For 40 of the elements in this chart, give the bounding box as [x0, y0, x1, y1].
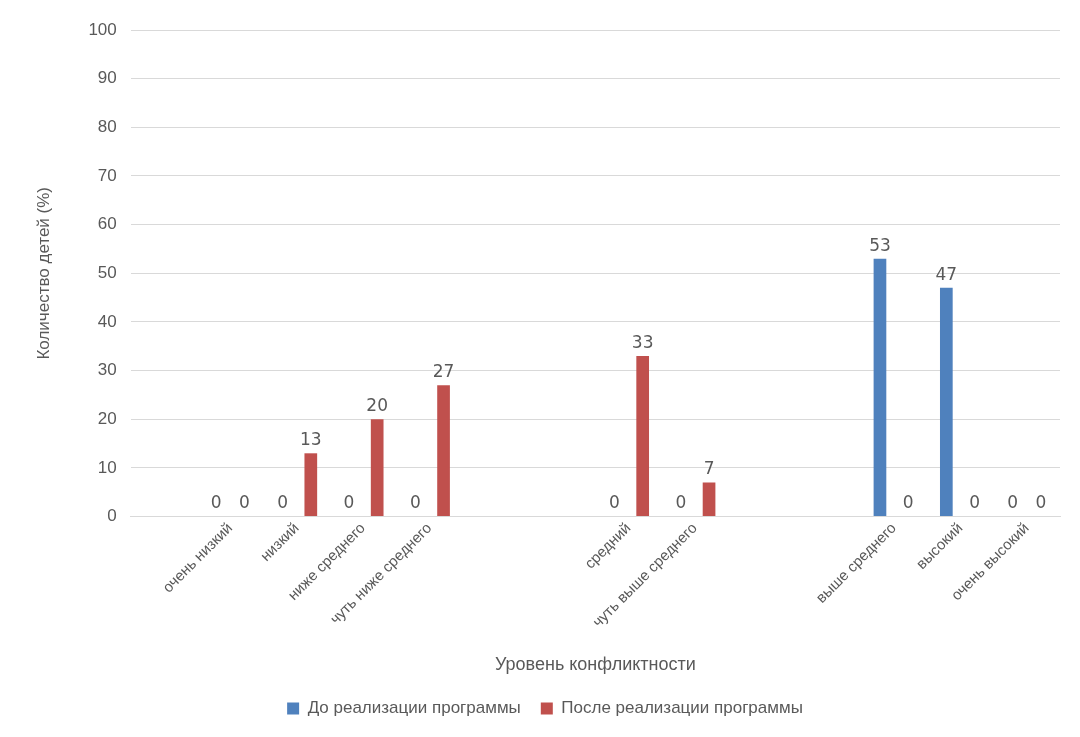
- y-tick-label: 50: [97, 262, 117, 282]
- data-label: 27: [432, 361, 455, 382]
- bar: [702, 482, 716, 517]
- y-tick-label: 0: [107, 506, 117, 526]
- data-label: 0: [675, 492, 687, 513]
- x-axis-title: Уровень конфликтности: [494, 654, 696, 675]
- bar: [437, 385, 450, 517]
- y-tick-label: 20: [97, 408, 117, 428]
- bar: [939, 287, 953, 517]
- data-label: 0: [239, 492, 250, 513]
- y-tick-label: 30: [97, 360, 117, 380]
- data-label: 13: [299, 429, 322, 450]
- bar: [370, 419, 384, 517]
- data-label: 33: [631, 331, 654, 352]
- y-tick-label: 90: [97, 68, 117, 88]
- bar: [873, 258, 887, 517]
- data-label: 53: [869, 234, 891, 255]
- data-label: 20: [366, 395, 388, 416]
- data-label: 0: [1007, 492, 1019, 513]
- data-label: 0: [277, 492, 289, 513]
- data-label: 0: [409, 492, 421, 513]
- legend-label: До реализации программы: [307, 698, 521, 718]
- data-label: 0: [1035, 492, 1047, 513]
- data-label: 0: [609, 492, 620, 513]
- data-label: 0: [210, 492, 222, 513]
- y-tick-label: 70: [97, 165, 117, 185]
- y-tick-label: 80: [97, 117, 117, 136]
- y-tick-label: 60: [97, 214, 117, 234]
- legend-label: После реализации программы: [561, 698, 803, 718]
- y-tick-label: 100: [88, 19, 117, 39]
- data-label: 7: [703, 458, 715, 479]
- data-label: 47: [935, 263, 958, 284]
- y-tick-label: 40: [97, 311, 117, 331]
- bar: [304, 453, 318, 517]
- data-label: 0: [969, 492, 980, 513]
- data-label: 0: [902, 492, 914, 513]
- bar: [636, 355, 650, 517]
- y-axis-title: Количество детей (%): [33, 187, 53, 360]
- data-label: 0: [343, 492, 355, 513]
- y-tick-label: 10: [97, 457, 117, 477]
